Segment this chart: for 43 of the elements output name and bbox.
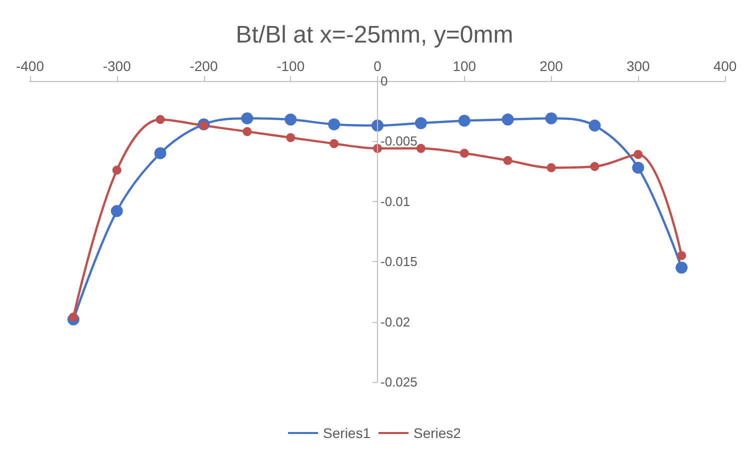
point (328, 118, 340, 130)
point (545, 112, 558, 124)
y-tick-label: -0.02 (380, 314, 410, 330)
point (588, 120, 601, 132)
point (634, 150, 643, 159)
point (502, 114, 514, 126)
point (676, 262, 688, 274)
y-tick-label: -0.025 (380, 374, 418, 390)
point (199, 121, 208, 130)
point (154, 147, 166, 160)
point (242, 127, 252, 136)
point (156, 115, 165, 124)
x-tick-label: 400 (713, 58, 737, 74)
point (68, 312, 78, 322)
y-tick-label: -0.01 (380, 194, 410, 209)
point (503, 156, 512, 165)
x-tick-label: -400 (16, 58, 44, 74)
point (632, 162, 644, 174)
point (460, 148, 469, 158)
point (416, 144, 426, 153)
point (677, 251, 686, 260)
legend-label: Series1 (323, 425, 371, 441)
point (284, 114, 297, 126)
legend-label: Series2 (414, 425, 462, 441)
x-tick-label: -200 (190, 58, 218, 74)
y-tick-label: -0.005 (380, 134, 418, 149)
x-tick-label: 300 (626, 58, 650, 74)
y-tick-label: -0.015 (380, 254, 418, 270)
point (112, 166, 122, 175)
point (330, 139, 339, 148)
x-tick-label: -100 (276, 58, 305, 74)
x-tick-label: -300 (102, 58, 132, 74)
point (241, 112, 254, 124)
chart-title: Bt/Bl at x=-25mm, y=0mm (236, 22, 514, 48)
point (590, 162, 600, 171)
x-tick-label: 200 (540, 58, 564, 74)
point (414, 117, 427, 130)
x-tick-label: 100 (452, 58, 476, 74)
y-tick-label: 0 (380, 74, 388, 88)
point (458, 114, 470, 127)
point (546, 163, 556, 172)
point (110, 205, 123, 218)
point (286, 133, 296, 142)
